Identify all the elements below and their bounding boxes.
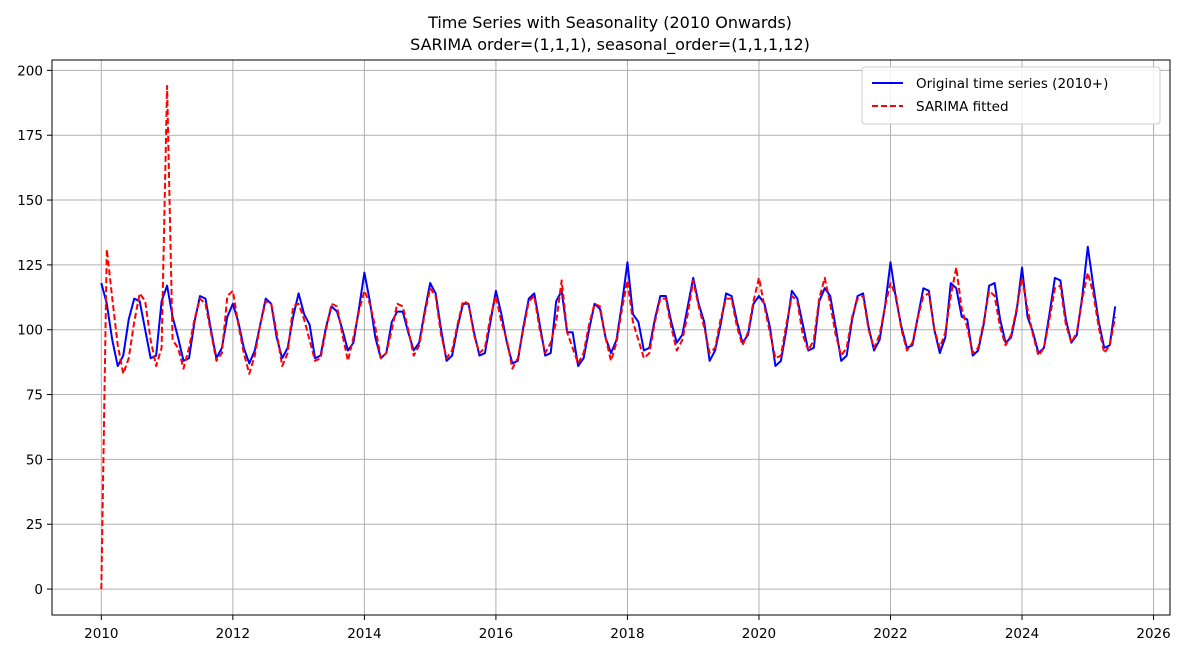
plot-area-frame (51, 59, 1171, 616)
y-axis: 0 25 50 75 100 125 150 175 200 (17, 63, 52, 598)
x-tick-label: 2024 (1005, 626, 1039, 642)
grid (52, 60, 1170, 615)
chart-subtitle: SARIMA order=(1,1,1), seasonal_order=(1,… (410, 35, 810, 55)
series-layer (100, 84, 1117, 590)
y-tick-label: 0 (34, 582, 43, 598)
y-tick-label: 175 (17, 128, 43, 144)
y-tick-label: 50 (26, 452, 43, 468)
x-tick-label: 2020 (742, 626, 776, 642)
y-tick-label: 100 (17, 323, 43, 339)
legend-label-fitted: SARIMA fitted (916, 99, 1009, 115)
x-tick-label: 2026 (1136, 626, 1170, 642)
legend-box (861, 66, 1161, 125)
x-tick-label: 2016 (479, 626, 513, 642)
legend-label-original: Original time series (2010+) (916, 76, 1108, 92)
y-tick-label: 25 (26, 517, 43, 533)
y-tick-label: 200 (17, 63, 43, 79)
y-tick-label: 75 (26, 388, 43, 404)
x-tick-label: 2012 (216, 626, 250, 642)
sarima-fitted-line (100, 84, 1117, 590)
y-tick-label: 150 (17, 193, 43, 209)
chart-title: Time Series with Seasonality (2010 Onwar… (427, 13, 792, 32)
x-tick-label: 2010 (84, 626, 118, 642)
x-axis: 2010 2012 2014 2016 2018 2020 2022 2024 2026 (84, 615, 1171, 642)
x-tick-label: 2014 (347, 626, 381, 642)
y-tick-label: 125 (17, 258, 43, 274)
original-series-line (100, 245, 1117, 368)
x-tick-label: 2022 (873, 626, 907, 642)
legend: Original time series (2010+) SARIMA fitt… (861, 66, 1161, 125)
x-tick-label: 2018 (610, 626, 644, 642)
